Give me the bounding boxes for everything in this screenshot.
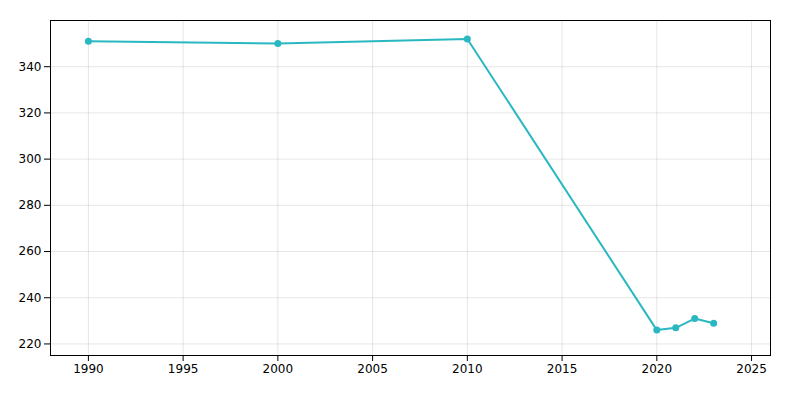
svg-text:2005: 2005 — [357, 362, 388, 376]
svg-text:240: 240 — [19, 291, 42, 305]
svg-text:220: 220 — [19, 337, 42, 351]
svg-text:340: 340 — [19, 60, 42, 74]
svg-text:2025: 2025 — [736, 362, 767, 376]
svg-text:2010: 2010 — [452, 362, 483, 376]
svg-text:2015: 2015 — [547, 362, 578, 376]
svg-text:2000: 2000 — [263, 362, 294, 376]
svg-text:280: 280 — [19, 198, 42, 212]
svg-text:300: 300 — [19, 152, 42, 166]
svg-text:1990: 1990 — [73, 362, 104, 376]
svg-text:320: 320 — [19, 106, 42, 120]
svg-text:1995: 1995 — [168, 362, 199, 376]
svg-text:2020: 2020 — [642, 362, 673, 376]
svg-text:260: 260 — [19, 244, 42, 258]
